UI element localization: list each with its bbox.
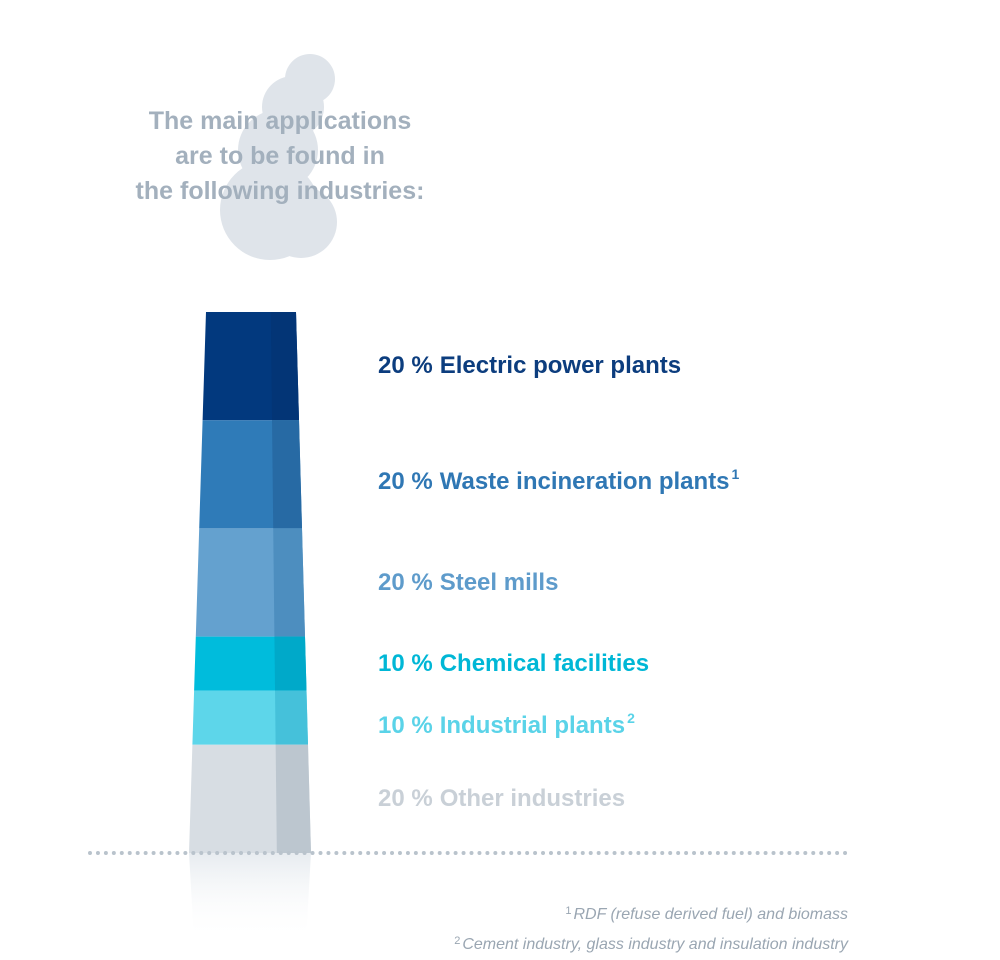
footnote-mark: 1 [565, 905, 572, 917]
chimney-reflection [189, 853, 311, 940]
segment-label: 10 % Industrial plants 2 [378, 704, 635, 740]
footnote-mark: 2 [454, 935, 461, 947]
segment-percent: 20 % [378, 468, 433, 496]
segment-label: 20 % Waste incineration plants 1 [378, 460, 739, 496]
headline-line: are to be found in [175, 142, 385, 170]
footnote: 2 Cement industry, glass industry and ins… [454, 928, 848, 958]
segment-label: 20 % Steel mills [378, 569, 558, 597]
segment-percent: 10 % [378, 649, 433, 677]
chimney-segment-shade [275, 690, 308, 745]
footnote-text: RDF (refuse derived fuel) and biomass [573, 906, 849, 923]
segment-percent: 20 % [378, 352, 433, 380]
segment-category: Chemical facilities [439, 649, 650, 677]
headline-line: the following industries: [135, 177, 425, 205]
segment-label: 10 % Chemical facilities [378, 650, 649, 678]
segment-category: Steel mills [439, 568, 559, 596]
footnote: 1 RDF (refuse derived fuel) and biomass [454, 898, 848, 928]
segment-percent: 10 % [378, 711, 433, 739]
headline: The main applications are to be found in… [120, 104, 440, 209]
footnote-reference: 1 [731, 466, 740, 483]
segment-percent: 20 % [378, 784, 433, 812]
footnotes: 1 RDF (refuse derived fuel) and biomass 2… [454, 898, 848, 958]
smoke-cloud-puff [265, 186, 337, 258]
chimney-segment-shade [275, 744, 311, 853]
footnote-text: Cement industry, glass industry and insu… [462, 936, 848, 953]
footnote-reference: 2 [627, 709, 635, 726]
segment-category: Electric power plants [439, 352, 682, 380]
segment-percent: 20 % [378, 568, 433, 596]
segment-category: Other industries [439, 784, 626, 812]
segment-label: 20 % Other industries [378, 785, 625, 813]
segment-category: Industrial plants [439, 711, 626, 739]
chimney-segment-shade [274, 636, 307, 691]
chimney-segment-shade [272, 420, 302, 529]
ground-line [88, 851, 848, 855]
segment-label: 20 % Electric power plants [378, 352, 681, 380]
segment-category: Waste incineration plants [439, 468, 730, 496]
chimney-segment-shade [270, 312, 299, 421]
headline-line: The main applications [148, 107, 412, 135]
chimney-segment-shade [273, 528, 305, 637]
